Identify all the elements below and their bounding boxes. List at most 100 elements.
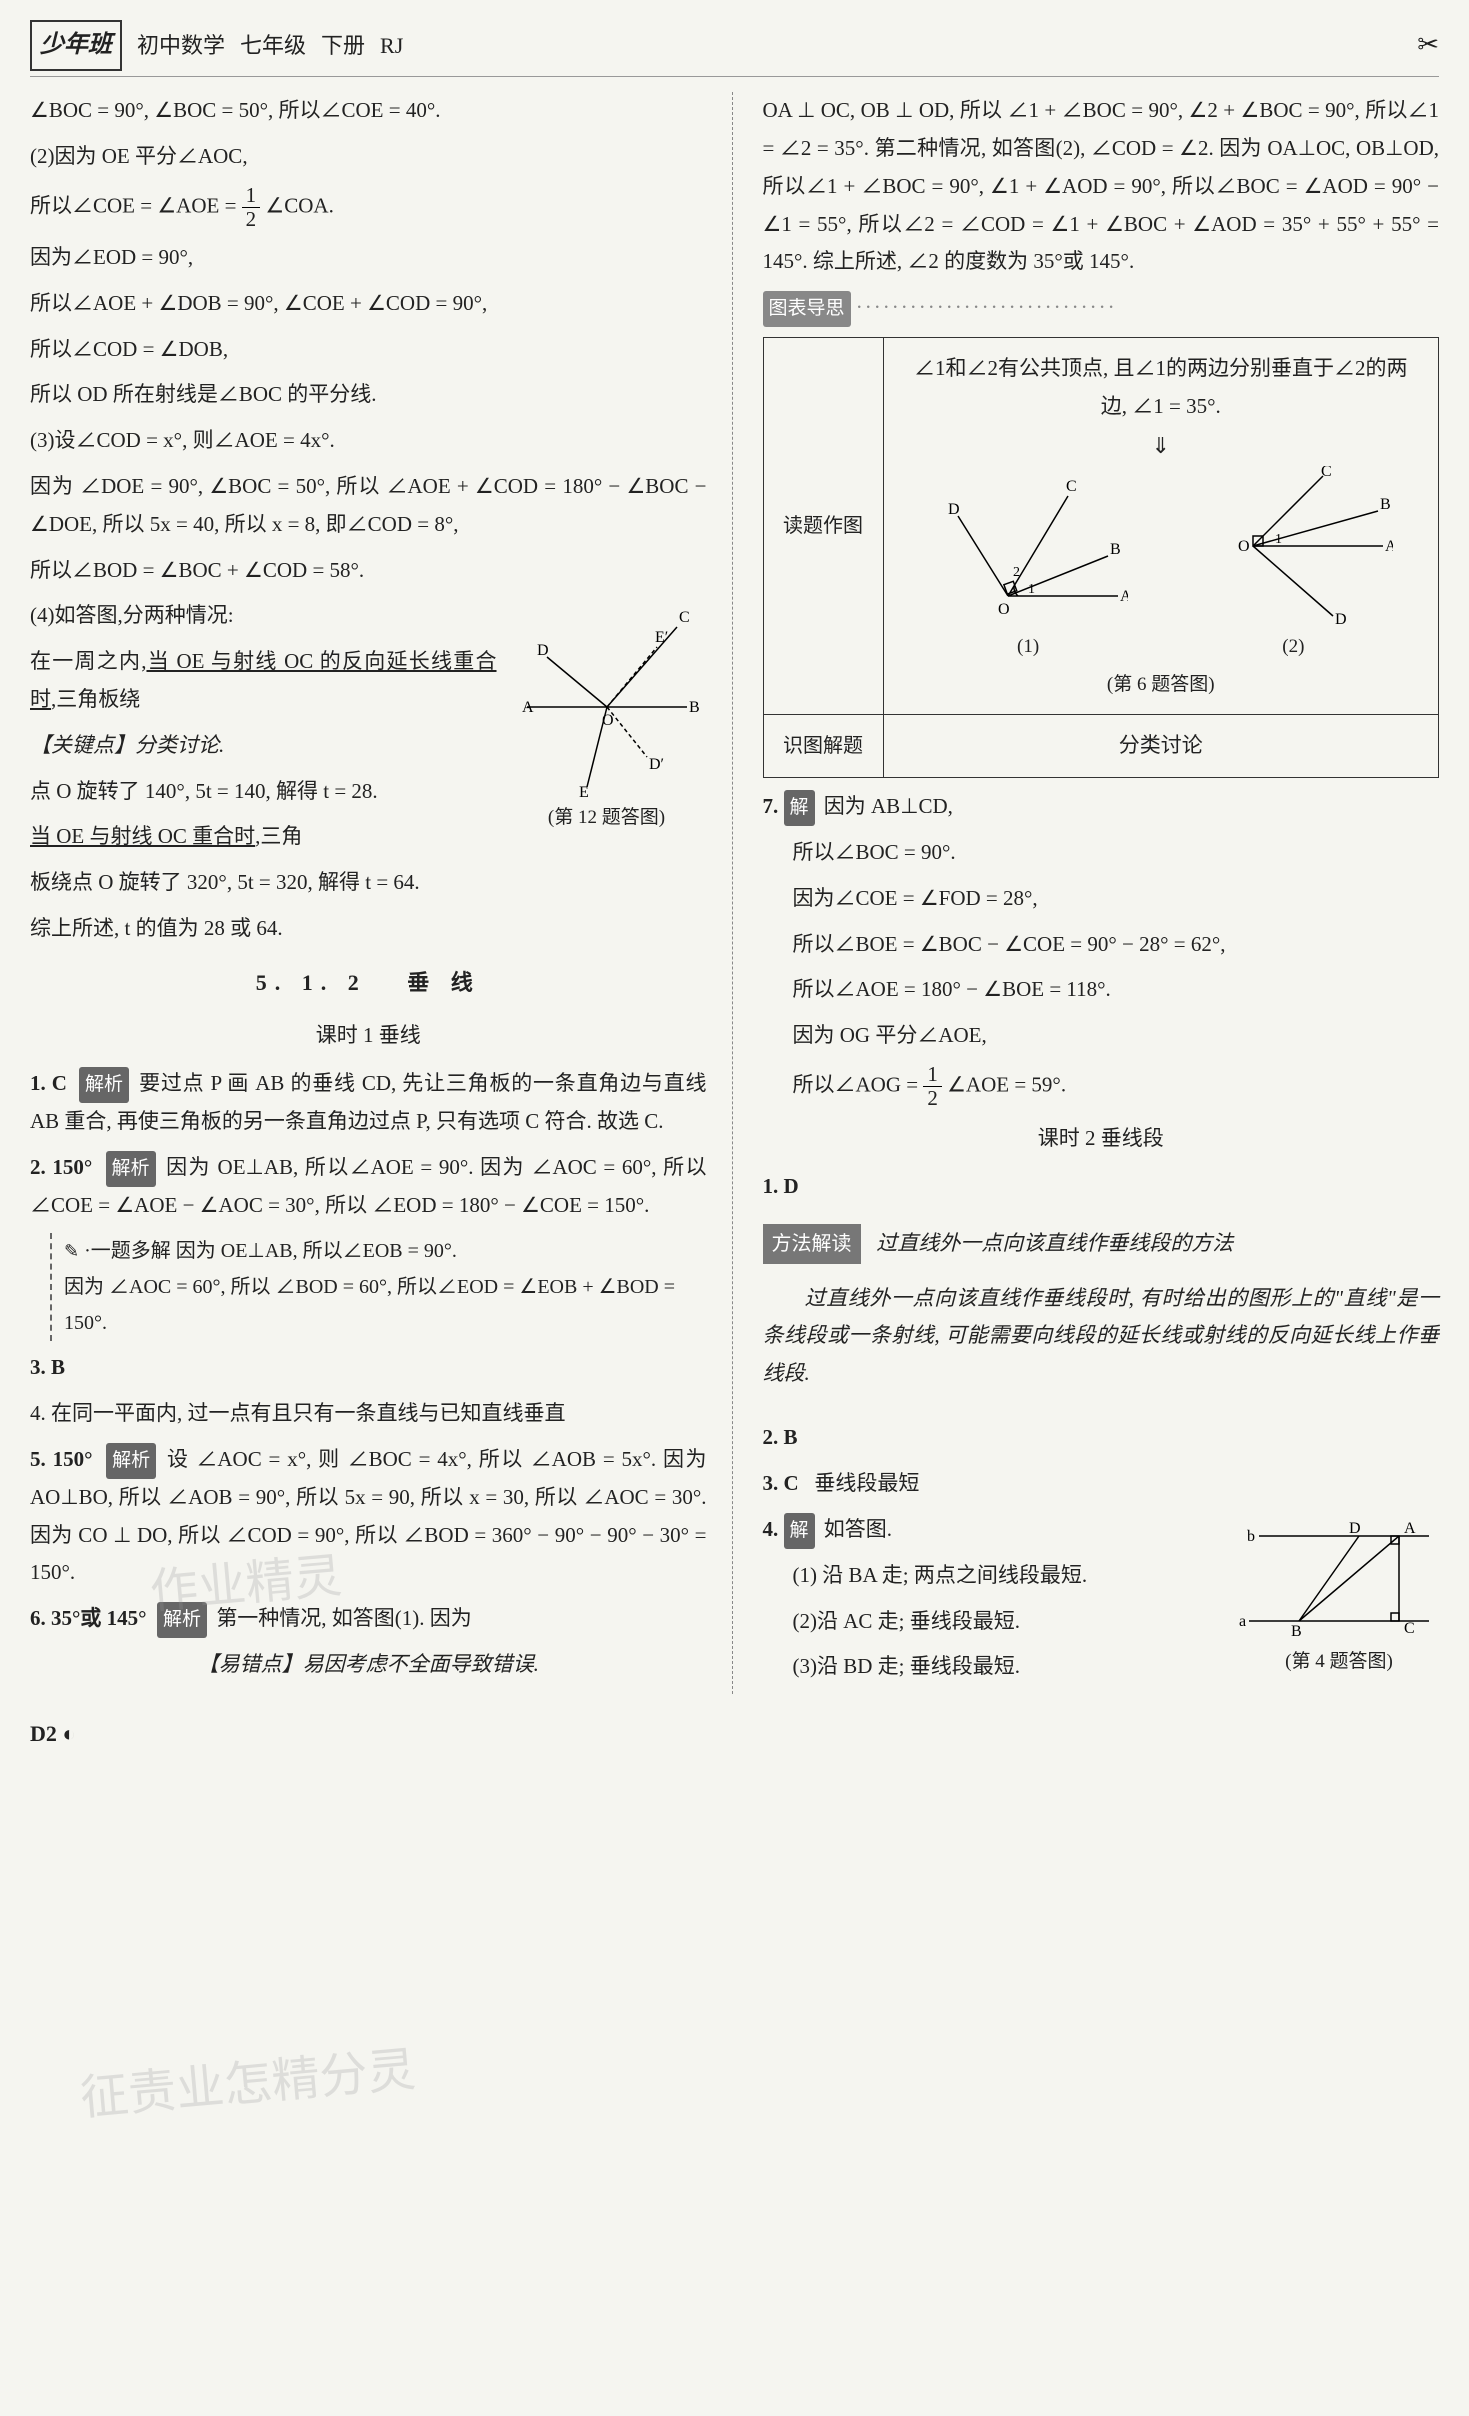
answer-text: 第一种情况, 如答图(1). 因为 [216,1606,472,1630]
sub-caption: (2) [1193,630,1393,664]
subsection-heading: 课时 2 垂线段 [763,1120,1440,1158]
sub-figure-1: A B C D O 1 2 (1) [928,466,1128,664]
text-line: 所以∠COE = ∠AOE = 1 2 ∠COA. [30,184,707,231]
question-1: 1. C 解析 要过点 P 画 AB 的垂线 CD, 先让三角板的一条直角边与直… [30,1065,707,1141]
svg-text:1: 1 [1275,532,1282,547]
question-5: 5. 150° 解析 设 ∠AOC = x°, 则 ∠BOC = 4x°, 所以… [30,1441,707,1593]
method-text: 过直线外一点向该直线作垂线段时, 有时给出的图形上的"直线"是一条线段或一条射线… [763,1280,1440,1393]
text-line: 所以∠BOE = ∠BOC − ∠COE = 90° − 28° = 62°, [763,926,1440,964]
figure-12: A B C D E′ D′ E O (第 12 题答图) [507,597,707,835]
text-span: 在一周之内, [30,649,146,673]
header-icon: ✂ [1417,22,1439,69]
svg-text:B: B [1110,541,1121,558]
svg-text:C: C [679,609,690,626]
diagram-svg: A B C D E′ D′ E O [507,597,707,797]
text-line: (3)设∠COD = x°, 则∠AOE = 4x°. [30,422,707,460]
sub-figure-2: A B C D O 1 (2) [1193,466,1393,664]
fraction: 1 2 [923,1063,942,1110]
analysis-tag: 解析 [106,1151,156,1187]
answer-label: 1. D [763,1174,799,1198]
diagram-svg-1: A B C D O 1 2 [928,466,1128,626]
down-arrow-icon: ⇓ [896,426,1427,466]
text-line: 所以∠BOC = 90°. [763,834,1440,872]
svg-text:O: O [1238,538,1250,555]
svg-text:b: b [1247,1528,1255,1545]
diagram-description: ∠1和∠2有公共顶点, 且∠1的两边分别垂直于∠2的两边, ∠1 = 35°. [896,350,1427,426]
svg-text:D: D [948,501,960,518]
figure-caption: (第 4 题答图) [1239,1645,1439,1679]
figure-caption: (第 12 题答图) [507,801,707,835]
text-span: 所以∠COE = ∠AOE = [30,193,242,217]
question-7: 7. 解 因为 AB⊥CD, [763,788,1440,826]
svg-text:C: C [1321,466,1332,480]
numerator: 1 [242,184,261,208]
diagram-row-top: 读题作图 ∠1和∠2有公共顶点, 且∠1的两边分别垂直于∠2的两边, ∠1 = … [764,338,1439,715]
method-tag: 方法解读 [763,1224,861,1264]
text-line: 所以∠AOG = 1 2 ∠AOE = 59°. [763,1063,1440,1110]
text-line: ∠BOC = 90°, ∠BOC = 50°, 所以∠COE = 40°. [30,92,707,130]
note-text: 因为 ∠AOC = 60°, 所以 ∠BOD = 60°, 所以∠EOD = ∠… [64,1276,675,1334]
diagram-content-1: ∠1和∠2有公共顶点, 且∠1的两边分别垂直于∠2的两边, ∠1 = 35°. … [884,338,1439,714]
svg-text:B: B [689,699,700,716]
denominator: 2 [923,1087,942,1110]
svg-text:D: D [1335,611,1347,626]
text-line: 所以∠AOE + ∠DOB = 90°, ∠COE + ∠COD = 90°, [30,285,707,323]
text-line: 综上所述, t 的值为 28 或 64. [30,910,707,948]
text-line: 所以∠COD = ∠DOB, [30,331,707,369]
underlined-text: 当 OE 与射线 OC 重合时 [30,824,255,848]
text-span: 如答图. [824,1517,892,1541]
svg-text:a: a [1239,1613,1246,1630]
answer-label: 2. 150° [30,1155,92,1179]
two-column-layout: 作业精灵 征责业怎精分灵 ∠BOC = 90°, ∠BOC = 50°, 所以∠… [30,92,1439,1694]
diagram-table: 读题作图 ∠1和∠2有公共顶点, 且∠1的两边分别垂直于∠2的两边, ∠1 = … [763,337,1440,777]
text-span: ,三角板绕 [51,687,140,711]
svg-text:E: E [579,784,589,797]
text-line: 所以∠BOD = ∠BOC + ∠COD = 58°. [30,552,707,590]
svg-text:O: O [998,601,1010,618]
analysis-tag: 解析 [157,1602,207,1638]
svg-text:A: A [522,699,534,716]
chart-guide-label: 图表导思 ····························· [763,289,1440,327]
question-4: 4. 在同一平面内, 过一点有且只有一条直线与已知直线垂直 [30,1395,707,1433]
question-2: 2. 150° 解析 因为 OE⊥AB, 所以∠AOE = 90°. 因为 ∠A… [30,1149,707,1225]
header-grade: 七年级 [240,26,306,66]
solution-tag: 解 [784,790,815,826]
text-line: 因为 ∠DOE = 90°, ∠BOC = 50°, 所以 ∠AOE + ∠CO… [30,468,707,544]
svg-text:A: A [1120,588,1128,605]
text-line: 因为∠COE = ∠FOD = 28°, [763,880,1440,918]
diagram-svg-4: b a A B C D [1239,1511,1439,1641]
answer-label: 5. 150° [30,1447,92,1471]
svg-text:D: D [1349,1520,1361,1537]
section-title-text: 垂 线 [407,970,481,995]
subsection-heading: 课时 1 垂线 [30,1017,707,1055]
svg-text:D: D [537,642,549,659]
error-point-note: 【易错点】易因考虑不全面导致错误. [30,1646,707,1684]
analysis-tag: 解析 [79,1067,129,1103]
text-line: 因为 OG 平分∠AOE, [763,1017,1440,1055]
left-column: 作业精灵 征责业怎精分灵 ∠BOC = 90°, ∠BOC = 50°, 所以∠… [30,92,733,1694]
question-3r: 3. C 垂线段最短 [763,1465,1440,1503]
section-heading: 5. 1. 2 垂 线 [30,963,707,1003]
page-header: 少年班 初中数学 七年级 下册 RJ ✂ [30,20,1439,77]
header-subject: 初中数学 [137,26,225,66]
dotted-line: ····························· [856,295,1117,319]
question-6: 6. 35°或 145° 解析 第一种情况, 如答图(1). 因为 [30,1600,707,1638]
header-badge: 少年班 [30,20,122,71]
answer-label: 3. B [30,1355,65,1379]
diagram-content-2: 分类讨论 [884,715,1439,777]
answer-label: 7. [763,794,779,818]
svg-text:2: 2 [1013,565,1020,580]
figure-caption: (第 6 题答图) [896,668,1427,702]
text-span: ,三角 [255,824,302,848]
denominator: 2 [242,208,261,231]
svg-text:B: B [1380,496,1391,513]
numerator: 1 [923,1063,942,1087]
answer-text: 要过点 P 画 AB 的垂线 CD, 先让三角板的一条直角边与直线 AB 重合,… [30,1071,707,1133]
svg-text:B: B [1291,1623,1302,1640]
figure-4: b a A B C D (第 4 题答图) [1239,1511,1439,1679]
question-3: 3. B [30,1349,707,1387]
answer-text: 垂线段最短 [814,1471,919,1495]
svg-text:A: A [1404,1520,1416,1537]
multi-solution-note: ✎ ·一题多解 因为 OE⊥AB, 所以∠EOB = 90°. 因为 ∠AOC … [50,1233,707,1341]
svg-text:D′: D′ [649,756,664,773]
